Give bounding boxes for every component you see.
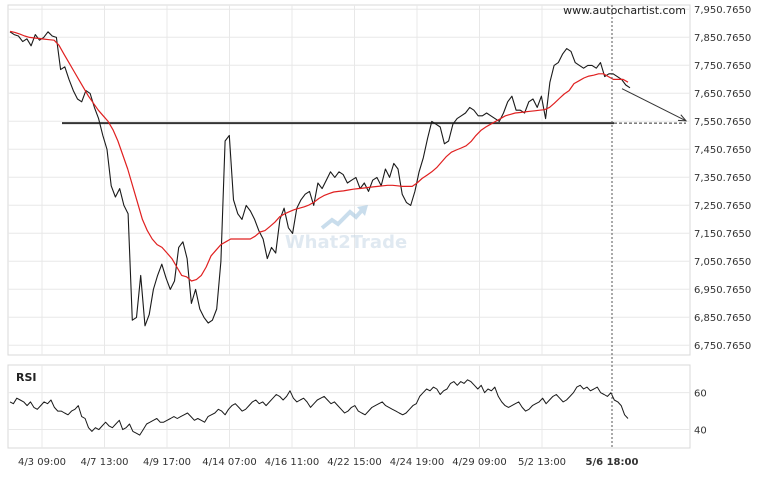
rsi-layer [9, 379, 629, 436]
price-layer [9, 30, 688, 327]
price-tick-label: 6,750.7650 [694, 341, 751, 352]
price-tick-label: 6,850.7650 [694, 313, 751, 324]
price-tick-label: 7,950.7650 [694, 5, 751, 16]
x-tick-label: 5/2 13:00 [518, 457, 566, 468]
axis-layer: 7,950.7650 7,850.7650 7,750.7650 7,650.7650… [18, 5, 751, 468]
rsi-line [9, 379, 629, 436]
x-tick-label: 4/14 07:00 [202, 457, 256, 468]
rsi-frame [7, 364, 691, 449]
x-tick-label: 4/3 09:00 [18, 457, 66, 468]
watermark-url: www.autochartist.com [563, 4, 686, 17]
price-frame [7, 4, 691, 356]
x-tick-label: 4/22 15:00 [327, 457, 381, 468]
price-tick-label: 7,350.7650 [694, 173, 751, 184]
x-tick-label: 5/6 18:00 [586, 457, 639, 468]
watermark-arrow-tip-icon [357, 205, 368, 216]
price-tick-label: 7,850.7650 [694, 33, 751, 44]
rsi-tick-label: 60 [694, 389, 707, 400]
price-series-line [9, 31, 631, 327]
price-tick-label: 7,750.7650 [694, 61, 751, 72]
x-tick-label: 4/24 19:00 [390, 457, 444, 468]
watermark-logo: What2Trade [285, 205, 407, 253]
watermark-arrow-icon [320, 206, 366, 230]
rsi-label: RSI [16, 371, 37, 384]
rsi-tick-label: 40 [694, 426, 707, 437]
x-tick-label: 4/29 09:00 [452, 457, 506, 468]
grid-layer [7, 4, 691, 449]
price-tick-label: 7,250.7650 [694, 201, 751, 212]
projection-arrow-line [621, 88, 687, 122]
projection-arrowhead [677, 114, 688, 122]
x-tick-label: 4/9 17:00 [143, 457, 191, 468]
moving-average-line [9, 30, 629, 282]
price-tick-label: 7,550.7650 [694, 117, 751, 128]
price-tick-label: 7,150.7650 [694, 229, 751, 240]
price-tick-label: 7,050.7650 [694, 257, 751, 268]
price-tick-label: 7,450.7650 [694, 145, 751, 156]
watermark-logo-text: What2Trade [285, 232, 407, 253]
price-tick-label: 7,650.7650 [694, 89, 751, 100]
x-tick-label: 4/7 13:00 [80, 457, 128, 468]
price-tick-label: 6,950.7650 [694, 285, 751, 296]
x-tick-label: 4/16 11:00 [265, 457, 319, 468]
